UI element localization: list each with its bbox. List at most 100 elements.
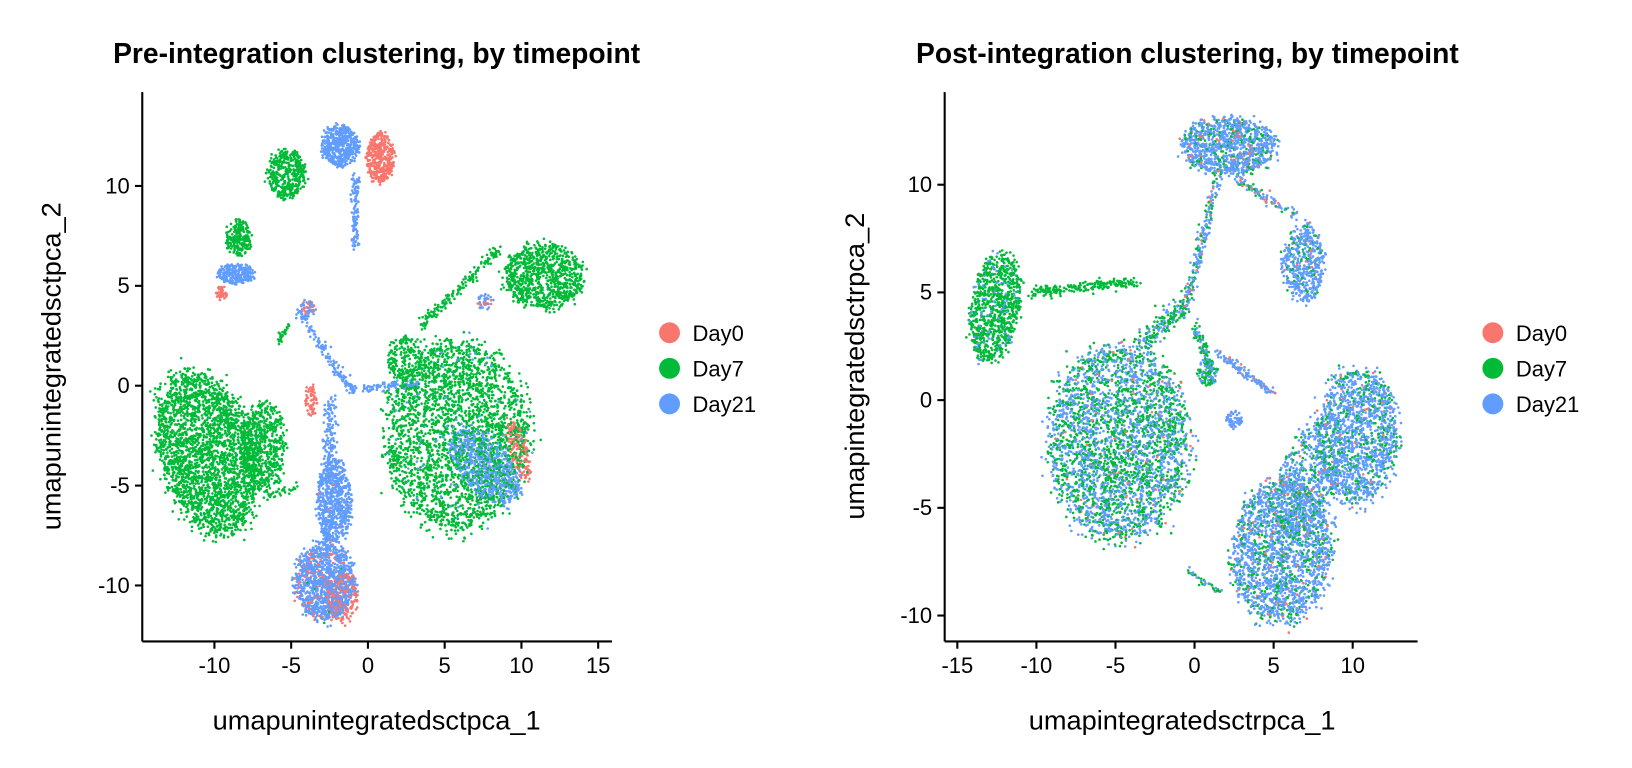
- point-day7: [397, 397, 401, 401]
- point-day21: [357, 176, 361, 179]
- point-day7: [225, 373, 228, 377]
- point-day7: [179, 414, 183, 417]
- point-day21: [448, 450, 452, 454]
- point-day21: [395, 379, 399, 382]
- point-day7: [436, 391, 439, 394]
- point-day7: [206, 378, 210, 382]
- point-day21: [326, 352, 330, 356]
- point-day7: [535, 247, 538, 251]
- point-day7: [196, 458, 199, 462]
- point-day21: [323, 403, 327, 407]
- point-day7: [480, 467, 484, 470]
- point-day21: [353, 159, 356, 163]
- point-day21: [323, 462, 326, 466]
- point-day7: [416, 471, 420, 475]
- point-day7: [453, 529, 457, 532]
- point-day7: [414, 340, 417, 343]
- point-day0: [296, 595, 299, 599]
- point-day7: [407, 365, 411, 369]
- point-day0: [348, 620, 352, 623]
- point-day7: [240, 436, 243, 440]
- point-day7: [252, 516, 256, 519]
- point-day0: [315, 401, 319, 405]
- point-day21: [320, 463, 323, 466]
- point-day21: [349, 504, 353, 507]
- point-day21: [468, 331, 471, 335]
- point-day7: [401, 381, 404, 385]
- point-day7: [250, 408, 253, 411]
- point-day7: [572, 298, 576, 301]
- point-day7: [237, 435, 240, 439]
- point-day7: [426, 308, 430, 312]
- point-day7: [420, 402, 423, 405]
- point-day7: [231, 500, 235, 504]
- point-day21: [332, 404, 336, 407]
- point-day7: [387, 441, 391, 445]
- point-day7: [529, 401, 532, 404]
- point-day7: [407, 430, 410, 433]
- point-day21: [341, 365, 345, 369]
- point-day7: [392, 469, 396, 473]
- point-day7: [481, 375, 485, 379]
- point-day21: [349, 556, 352, 559]
- point-day7: [454, 416, 458, 419]
- point-day7: [239, 505, 242, 509]
- point-day7: [486, 512, 489, 515]
- point-day21: [494, 500, 497, 504]
- point-day7: [232, 475, 236, 479]
- point-day7: [253, 504, 257, 508]
- point-day21: [450, 431, 454, 435]
- point-day7: [193, 458, 197, 462]
- point-day7: [171, 510, 175, 513]
- point-day21: [301, 320, 304, 324]
- point-day7: [452, 480, 456, 484]
- point-day21: [354, 154, 358, 158]
- point-day21: [320, 350, 324, 354]
- point-day21: [324, 448, 327, 452]
- point-day21: [497, 476, 501, 479]
- point-day7: [271, 434, 274, 438]
- point-day7: [277, 342, 281, 346]
- point-day0: [306, 390, 310, 393]
- point-day7: [299, 187, 302, 190]
- point-day7: [473, 430, 477, 433]
- point-day7: [526, 470, 529, 474]
- point-day7: [450, 473, 454, 476]
- point-day0: [378, 183, 382, 186]
- point-day7: [400, 345, 404, 348]
- point-day7: [446, 371, 449, 374]
- point-day21: [335, 360, 338, 364]
- point-day21: [329, 360, 333, 363]
- point-day21: [487, 306, 491, 309]
- point-day7: [412, 498, 415, 502]
- point-day0: [306, 409, 309, 412]
- point-day7: [493, 514, 497, 518]
- point-day7: [234, 505, 237, 508]
- point-day7: [266, 176, 270, 180]
- point-day7: [493, 509, 496, 513]
- point-day0: [489, 298, 493, 302]
- point-day7: [411, 401, 415, 405]
- point-day7: [260, 464, 263, 468]
- point-day7: [551, 257, 555, 261]
- point-day7: [439, 459, 442, 462]
- point-day7: [532, 293, 535, 296]
- point-day7: [514, 403, 518, 406]
- point-day7: [558, 254, 561, 258]
- point-day7: [154, 438, 158, 441]
- point-day0: [304, 389, 308, 393]
- point-day7: [499, 245, 502, 249]
- point-day7: [168, 449, 172, 452]
- point-day7: [493, 512, 496, 515]
- point-day21: [513, 496, 517, 500]
- point-day7: [548, 311, 551, 314]
- point-day7: [435, 467, 438, 470]
- point-day0: [390, 152, 394, 156]
- point-day7: [388, 357, 392, 361]
- point-day7: [423, 402, 427, 405]
- point-day7: [462, 367, 465, 371]
- point-day7: [503, 441, 507, 444]
- point-day21: [326, 407, 330, 411]
- point-day7: [262, 496, 266, 499]
